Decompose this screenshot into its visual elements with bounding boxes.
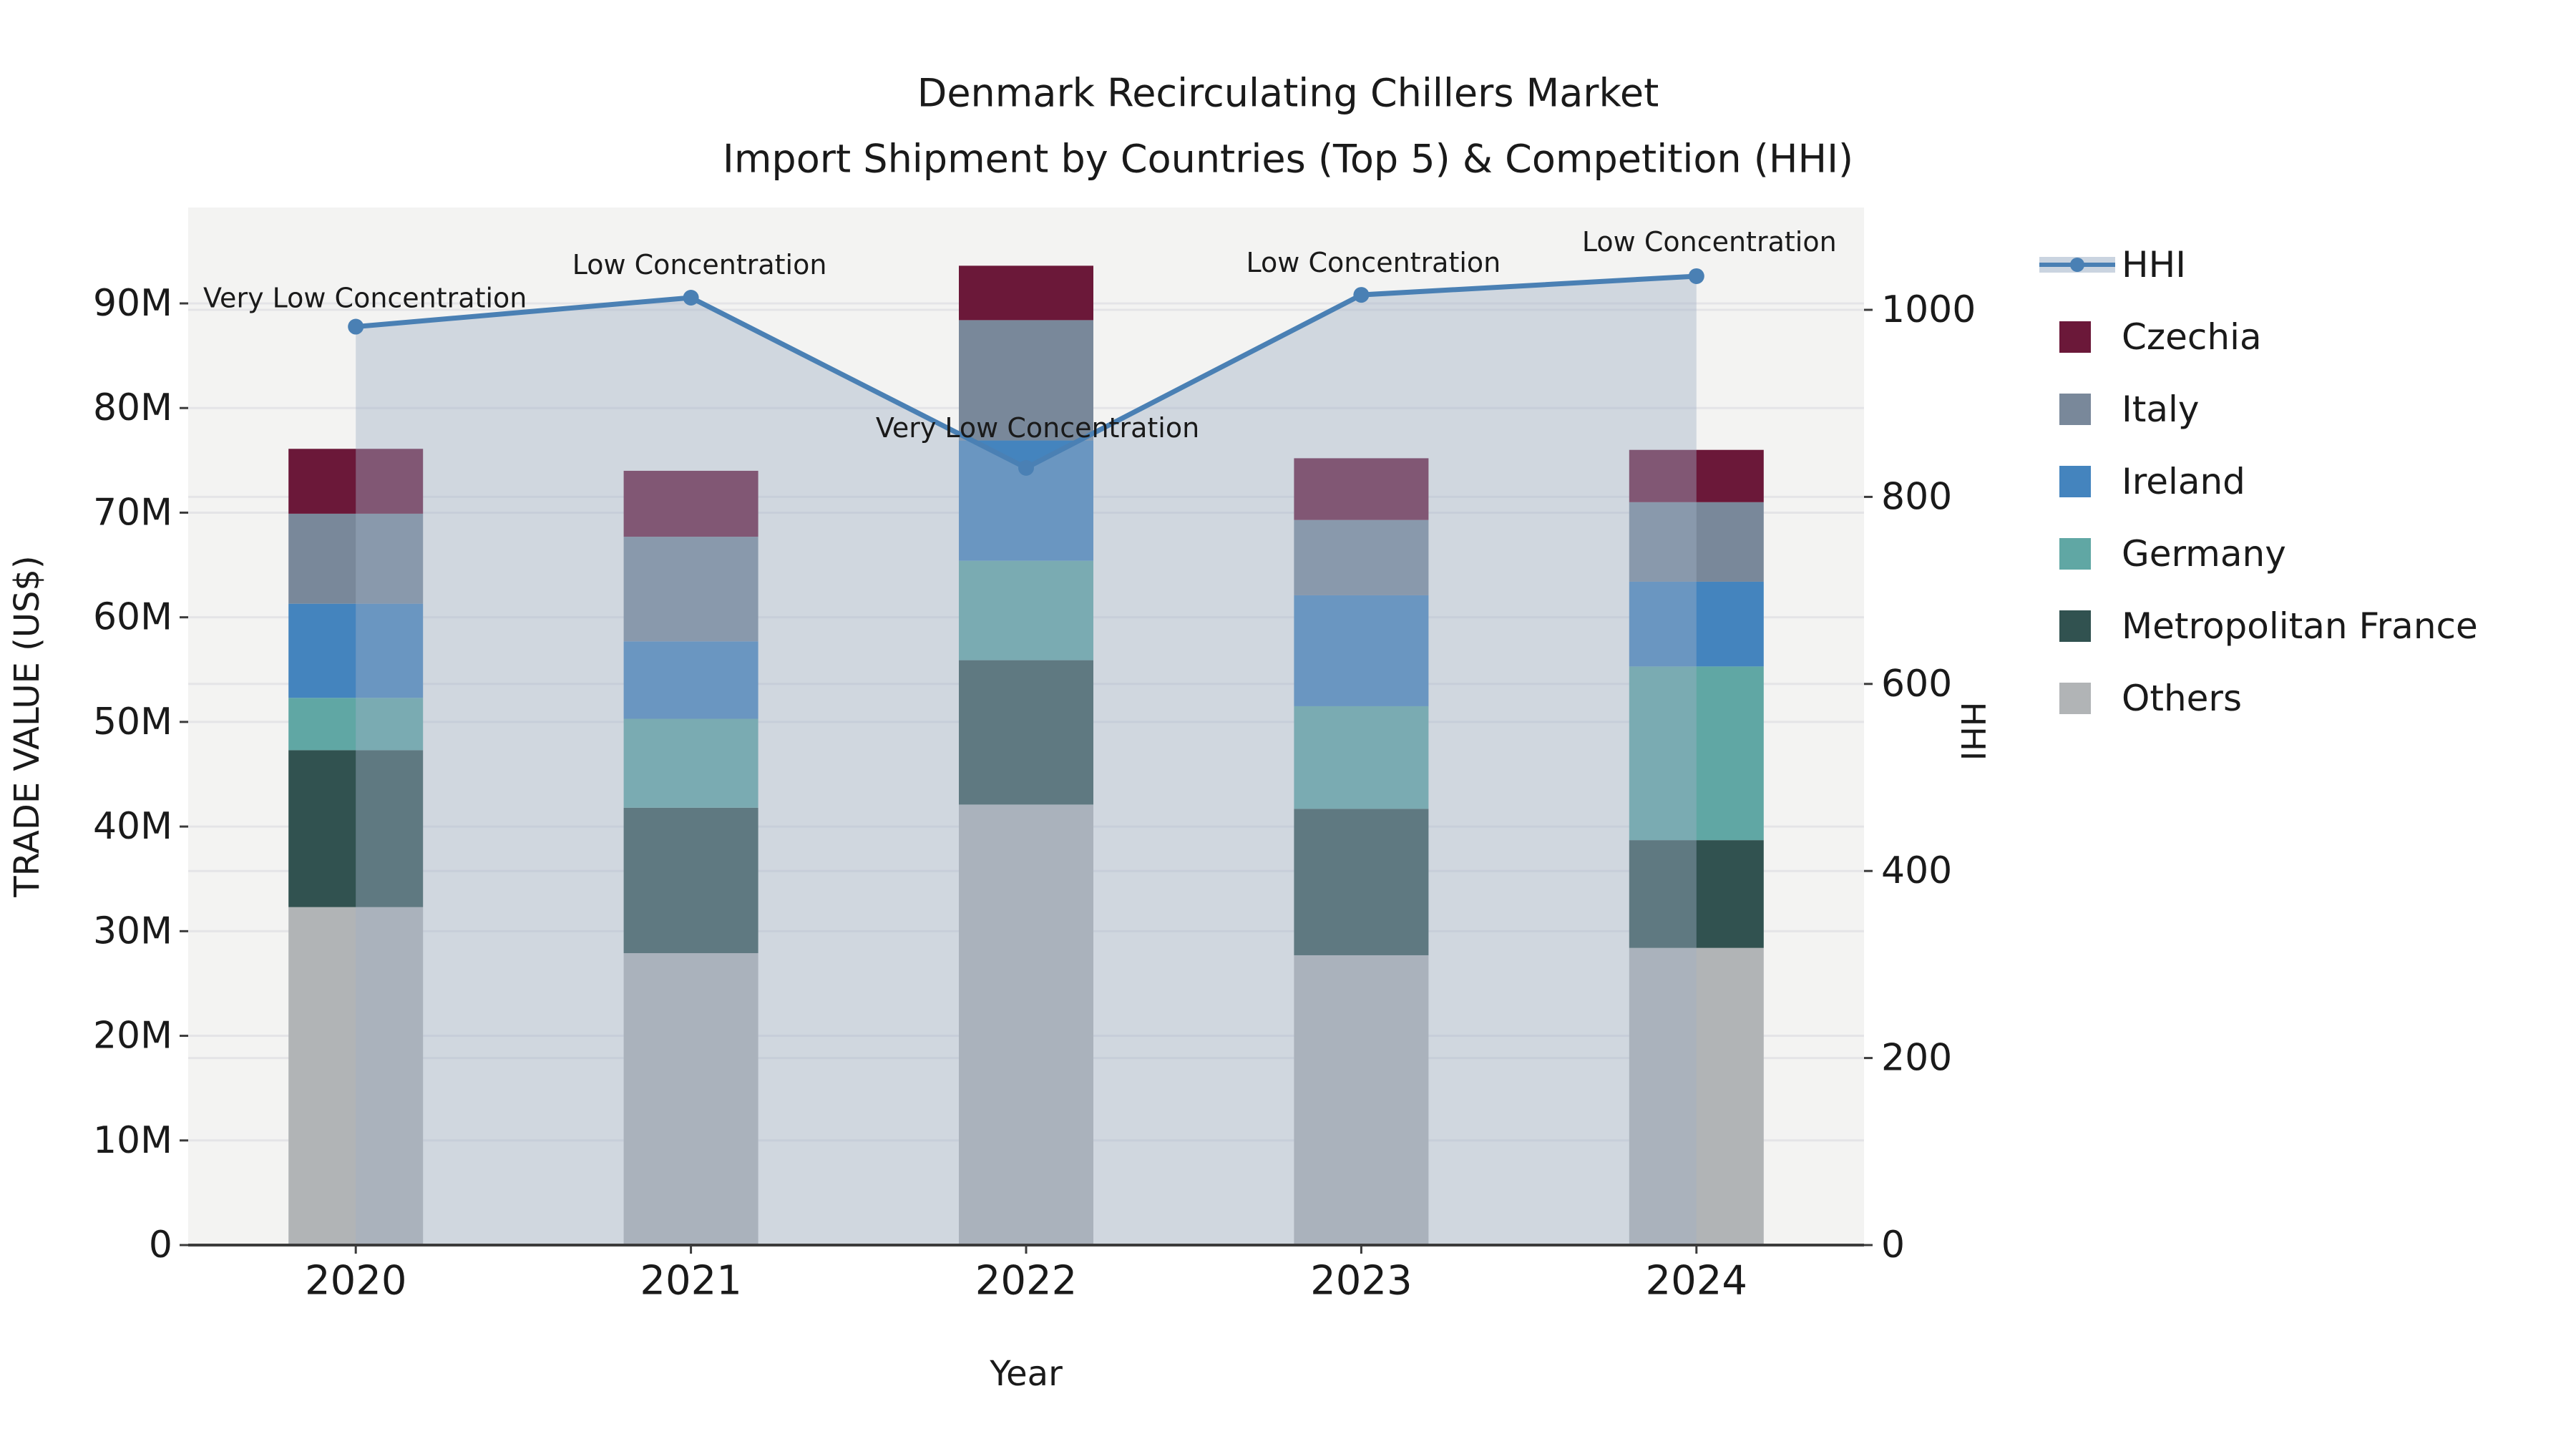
legend-swatch-icon [2059,683,2091,714]
bar-segment-czechia [1629,449,1764,502]
year-tick-label: 2024 [1646,1258,1748,1304]
bar-segment-ireland [1629,581,1764,667]
annotations-layer: Very Low Concentration Low Concentration V… [203,226,1837,444]
legend-item-label: Others [2122,678,2242,719]
hhi-point [683,290,699,306]
bar-segment-czechia [623,470,758,537]
hhi-area [356,275,1697,1245]
hhi-point [1688,268,1704,284]
bar-segment-others [959,804,1093,1245]
annotation-text: Low Concentration [572,249,827,280]
legend-item-label: HHI [2122,244,2186,286]
bar-segment-czechia [288,449,424,514]
left-tick-label: 70M [93,491,172,534]
left-tick-label: 30M [93,909,172,952]
bar-segment-metropolitan-france [1629,840,1764,948]
legend-item-label: Czechia [2122,316,2262,358]
left-tick-label: 50M [93,701,172,743]
bar-segment-metropolitan-france [1294,809,1429,955]
axes-layer: 0 10M 20M 30M 40M 50M 60M 70M 80M 90M 0 200 400 600 80… [93,282,1976,1304]
right-tick-label: 600 [1881,663,1952,706]
bar-segment-italy [959,320,1093,441]
legend-item-label: Ireland [2122,461,2245,502]
right-tick-label: 0 [1881,1224,1905,1267]
legend-hhi-marker-icon [2070,258,2084,272]
annotation-text: Low Concentration [1582,226,1837,258]
left-axis-title: TRADE VALUE (US$) [7,555,47,897]
bar-segment-ireland [623,641,758,719]
right-axis-title: HHI [1953,702,1992,761]
left-tick-label: 40M [93,805,172,848]
chart-subtitle: Import Shipment by Countries (Top 5) & C… [723,137,1853,182]
left-tick-label: 10M [93,1119,172,1162]
left-tick-label: 0 [149,1224,172,1267]
bar-segment-others [288,907,424,1245]
annotation-text: Very Low Concentration [203,283,527,314]
left-tick-label: 90M [93,282,172,325]
year-tick-label: 2021 [640,1258,742,1304]
bar-segment-germany [623,718,758,808]
hhi-point [1353,287,1370,303]
bar-segment-others [1629,947,1764,1245]
bar-segment-others [623,953,758,1245]
bar-segment-others [1294,955,1429,1245]
bar-segment-germany [288,698,424,751]
bar-segment-ireland [288,603,424,698]
legend-item-label: Italy [2122,389,2199,430]
x-axis-title: Year [989,1354,1063,1394]
bar-segment-metropolitan-france [623,807,758,954]
bar-segment-czechia [959,265,1093,321]
bar-segment-italy [1294,519,1429,595]
bars-layer [288,265,1764,1245]
chart-title: Denmark Recirculating Chillers Market [917,71,1659,116]
year-tick-label: 2023 [1310,1258,1413,1304]
left-tick-label: 60M [93,596,172,639]
hhi-point [1018,459,1034,476]
year-tick-label: 2020 [305,1258,407,1304]
legend-item-label: Metropolitan France [2122,605,2478,647]
legend-swatch-icon [2059,538,2091,570]
left-tick-label: 80M [93,386,172,429]
left-tick-label: 20M [93,1015,172,1058]
legend-swatch-icon [2059,321,2091,353]
legend-swatch-icon [2059,466,2091,497]
bar-segment-czechia [1294,458,1429,520]
legend-swatch-icon [2059,610,2091,642]
bar-segment-germany [1294,706,1429,809]
right-tick-label: 1000 [1881,288,1976,331]
bar-segment-italy [1629,502,1764,582]
hhi-line-layer [348,268,1704,476]
bar-segment-metropolitan-france [288,750,424,907]
hhi-area-layer [356,275,1697,1245]
legend-swatch-icon [2059,394,2091,425]
right-tick-label: 800 [1881,475,1952,518]
bar-segment-italy [288,513,424,604]
bar-segment-germany [959,560,1093,660]
annotation-text: Very Low Concentration [876,412,1199,444]
annotation-text: Low Concentration [1246,247,1501,278]
bar-segment-ireland [1294,595,1429,706]
legend: HHI Czechia Italy Ireland Germany Metropolita… [2039,244,2478,719]
bar-segment-metropolitan-france [959,660,1093,805]
legend-item-label: Germany [2122,533,2286,575]
hhi-point [348,318,364,335]
year-tick-label: 2022 [975,1258,1078,1304]
right-tick-label: 400 [1881,849,1952,892]
right-tick-label: 200 [1881,1037,1952,1080]
bar-segment-italy [623,537,758,642]
bar-segment-germany [1629,666,1764,841]
